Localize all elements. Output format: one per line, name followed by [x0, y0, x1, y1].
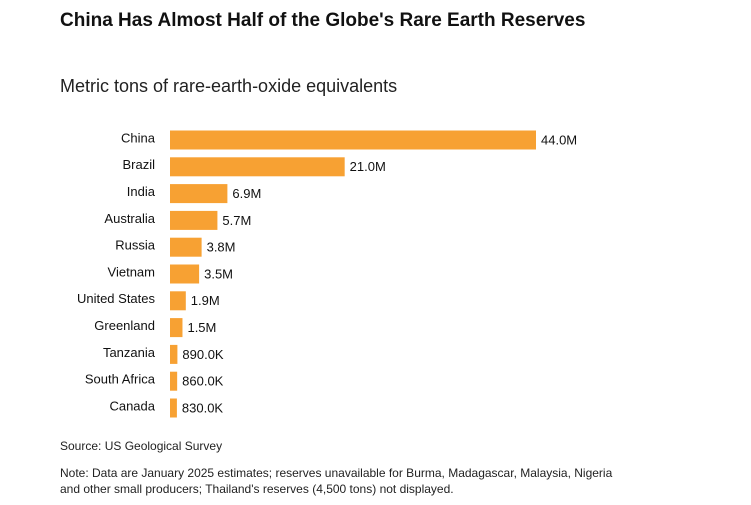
value-label-tanzania: 890.0K: [182, 347, 224, 362]
value-label-australia: 5.7M: [222, 213, 251, 228]
bar-canada: [170, 398, 177, 418]
value-label-china: 44.0M: [541, 132, 577, 147]
value-label-brazil: 21.0M: [350, 159, 386, 174]
category-label-united-states: United States: [77, 291, 156, 306]
value-label-greenland: 1.5M: [187, 320, 216, 335]
category-label-canada: Canada: [109, 398, 155, 413]
chart-subtitle: Metric tons of rare-earth-oxide equivale…: [60, 76, 398, 96]
value-label-south-africa: 860.0K: [182, 374, 224, 389]
bar-tanzania: [170, 344, 178, 364]
bar-russia: [170, 237, 202, 257]
category-label-south-africa: South Africa: [85, 372, 156, 387]
value-label-united-states: 1.9M: [191, 293, 220, 308]
bar-greenland: [170, 318, 183, 338]
value-label-russia: 3.8M: [207, 240, 236, 255]
bar-south-africa: [170, 371, 178, 391]
source-note: Source: US Geological Survey: [60, 439, 223, 453]
bar-india: [170, 184, 228, 204]
bar-brazil: [170, 157, 345, 177]
chart-title: China Has Almost Half of the Globe's Rar…: [60, 10, 586, 31]
category-label-vietnam: Vietnam: [108, 264, 155, 279]
category-label-tanzania: Tanzania: [103, 345, 156, 360]
bar-vietnam: [170, 264, 200, 284]
category-label-australia: Australia: [104, 211, 155, 226]
bar-united-states: [170, 291, 186, 311]
value-label-canada: 830.0K: [182, 400, 224, 415]
category-label-brazil: Brazil: [122, 157, 155, 172]
footnote: Note: Data are January 2025 estimates; r…: [60, 466, 613, 496]
value-label-vietnam: 3.5M: [204, 266, 233, 281]
category-label-china: China: [121, 130, 156, 145]
category-label-greenland: Greenland: [94, 318, 155, 333]
category-label-india: India: [127, 184, 156, 199]
bar-china: [170, 130, 536, 150]
category-label-russia: Russia: [115, 238, 156, 253]
value-label-india: 6.9M: [232, 186, 261, 201]
bar-australia: [170, 210, 218, 230]
bar-chart: China 44.0M Brazil 21.0M India 6.9M Australia 5…: [77, 130, 577, 418]
